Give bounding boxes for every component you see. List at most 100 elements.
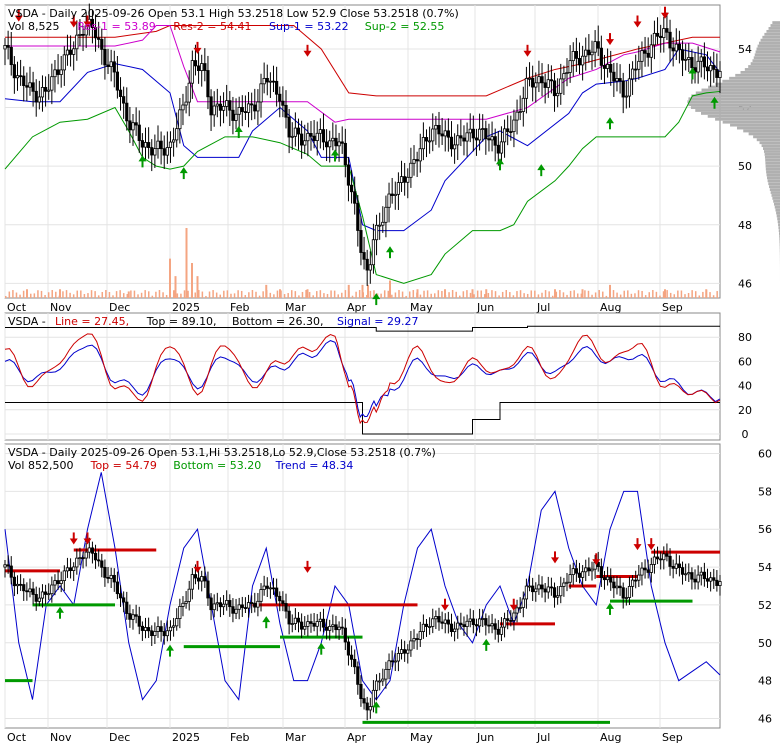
price-profile-bar [748, 65, 780, 68]
x-tick-label: Nov [50, 301, 72, 314]
volume-bar [398, 290, 400, 298]
price-profile-bar [688, 103, 780, 106]
volume-bar [430, 294, 432, 298]
top-candle-body [678, 44, 680, 50]
top-candle-body [610, 64, 612, 72]
legend-entry: Res-1 = 53.89 [77, 20, 155, 33]
volume-bar [391, 295, 393, 298]
volume-bar [641, 291, 643, 298]
bottom-candle-body [638, 575, 640, 580]
volume-bar [180, 294, 182, 298]
top-candle-body [700, 57, 702, 61]
top-candle-body [332, 138, 334, 141]
bottom-candle-body [104, 567, 106, 577]
x-tick-label: Mar [285, 731, 306, 744]
top-candle-body [519, 112, 521, 113]
top-candle-body [566, 72, 568, 73]
bottom-candle-body [244, 608, 246, 609]
bottom-candle-body [366, 703, 368, 710]
bottom-candle-body [266, 586, 268, 588]
volume-bar [51, 290, 53, 298]
top-candle-body [113, 62, 115, 72]
volume-bar [352, 296, 354, 298]
bottom-candle-body [116, 582, 118, 594]
x-tick-label: Oct [7, 731, 27, 744]
price-profile-bar [722, 80, 780, 83]
price-profile-bar [745, 68, 780, 71]
top-candle-body [522, 98, 524, 111]
top-candle-body [322, 130, 324, 142]
top-candle-body [310, 133, 312, 136]
bottom-candle-body [560, 586, 562, 595]
volume-bar [691, 290, 693, 298]
bottom-candle-body [297, 618, 299, 622]
bottom-candle-body [475, 625, 477, 626]
volume-bar [634, 293, 636, 298]
bottom-candle-body [656, 557, 658, 559]
bottom-candle-body [319, 619, 321, 621]
bottom-candle-body [154, 631, 156, 635]
price-profile-bar [688, 97, 780, 100]
volume-bar [295, 291, 297, 298]
bottom-candle-body [666, 554, 668, 556]
price-profile-bar [737, 127, 780, 130]
volume-bar [548, 291, 550, 298]
volume-bar [305, 290, 307, 298]
bottom-candle-body [428, 626, 430, 627]
volume-bar [652, 290, 654, 298]
top-candle-body [275, 81, 277, 94]
top-candle-body [32, 83, 34, 92]
top-candle-body [132, 123, 134, 130]
top-candle-body [13, 65, 15, 78]
y-tick-label: 60 [758, 447, 772, 460]
bottom-candle-body [332, 625, 334, 627]
bottom-candle-body [585, 568, 587, 572]
top-candle-body [319, 130, 321, 134]
volume-bar [227, 290, 229, 298]
volume-bar [452, 290, 454, 298]
volume-bar [409, 291, 411, 298]
bottom-candle-body [282, 601, 284, 604]
panel-title: VSDA - [8, 315, 46, 328]
x-tick-label: May [410, 301, 433, 314]
bottom-candle-body [516, 608, 518, 613]
volume-bar [127, 294, 129, 298]
volume-bar [187, 291, 189, 298]
top-candle-body [272, 81, 274, 82]
x-tick-label: Sep [662, 731, 683, 744]
bottom-candle-body [26, 591, 28, 592]
bottom-candle-body [703, 572, 705, 578]
x-tick-label: Jun [476, 301, 494, 314]
bottom-candle-body [204, 577, 206, 581]
top-candle-body [325, 142, 327, 147]
top-candle-body [366, 259, 368, 270]
price-profile-bar [771, 191, 780, 194]
y-tick-label: 40 [738, 380, 752, 393]
top-candle-body [556, 93, 558, 95]
bottom-candle-body [247, 603, 249, 609]
volume-bar [480, 290, 482, 298]
bottom-candle-body [422, 624, 424, 631]
top-candle-body [688, 57, 690, 59]
bottom-candle-body [313, 623, 315, 626]
bottom-candle-body [85, 552, 87, 558]
volume-bar [531, 290, 533, 298]
price-profile-bar [765, 153, 780, 156]
top-candle-body [26, 86, 28, 88]
volume-bar [389, 281, 391, 299]
volume-bar [262, 291, 264, 298]
bottom-candle-body [344, 628, 346, 642]
volume-bar [191, 295, 193, 298]
volume-bar [706, 290, 708, 298]
top-candle-body [341, 142, 343, 143]
top-candle-body [135, 123, 137, 125]
bottom-candle-body [382, 679, 384, 681]
volume-bar [94, 291, 96, 298]
price-profile-bar [776, 212, 780, 215]
volume-bar [416, 293, 418, 298]
price-profile-bar [715, 118, 780, 121]
bottom-candle-body [659, 559, 661, 560]
top-candle-body [63, 55, 65, 70]
top-candle-body [316, 133, 318, 140]
